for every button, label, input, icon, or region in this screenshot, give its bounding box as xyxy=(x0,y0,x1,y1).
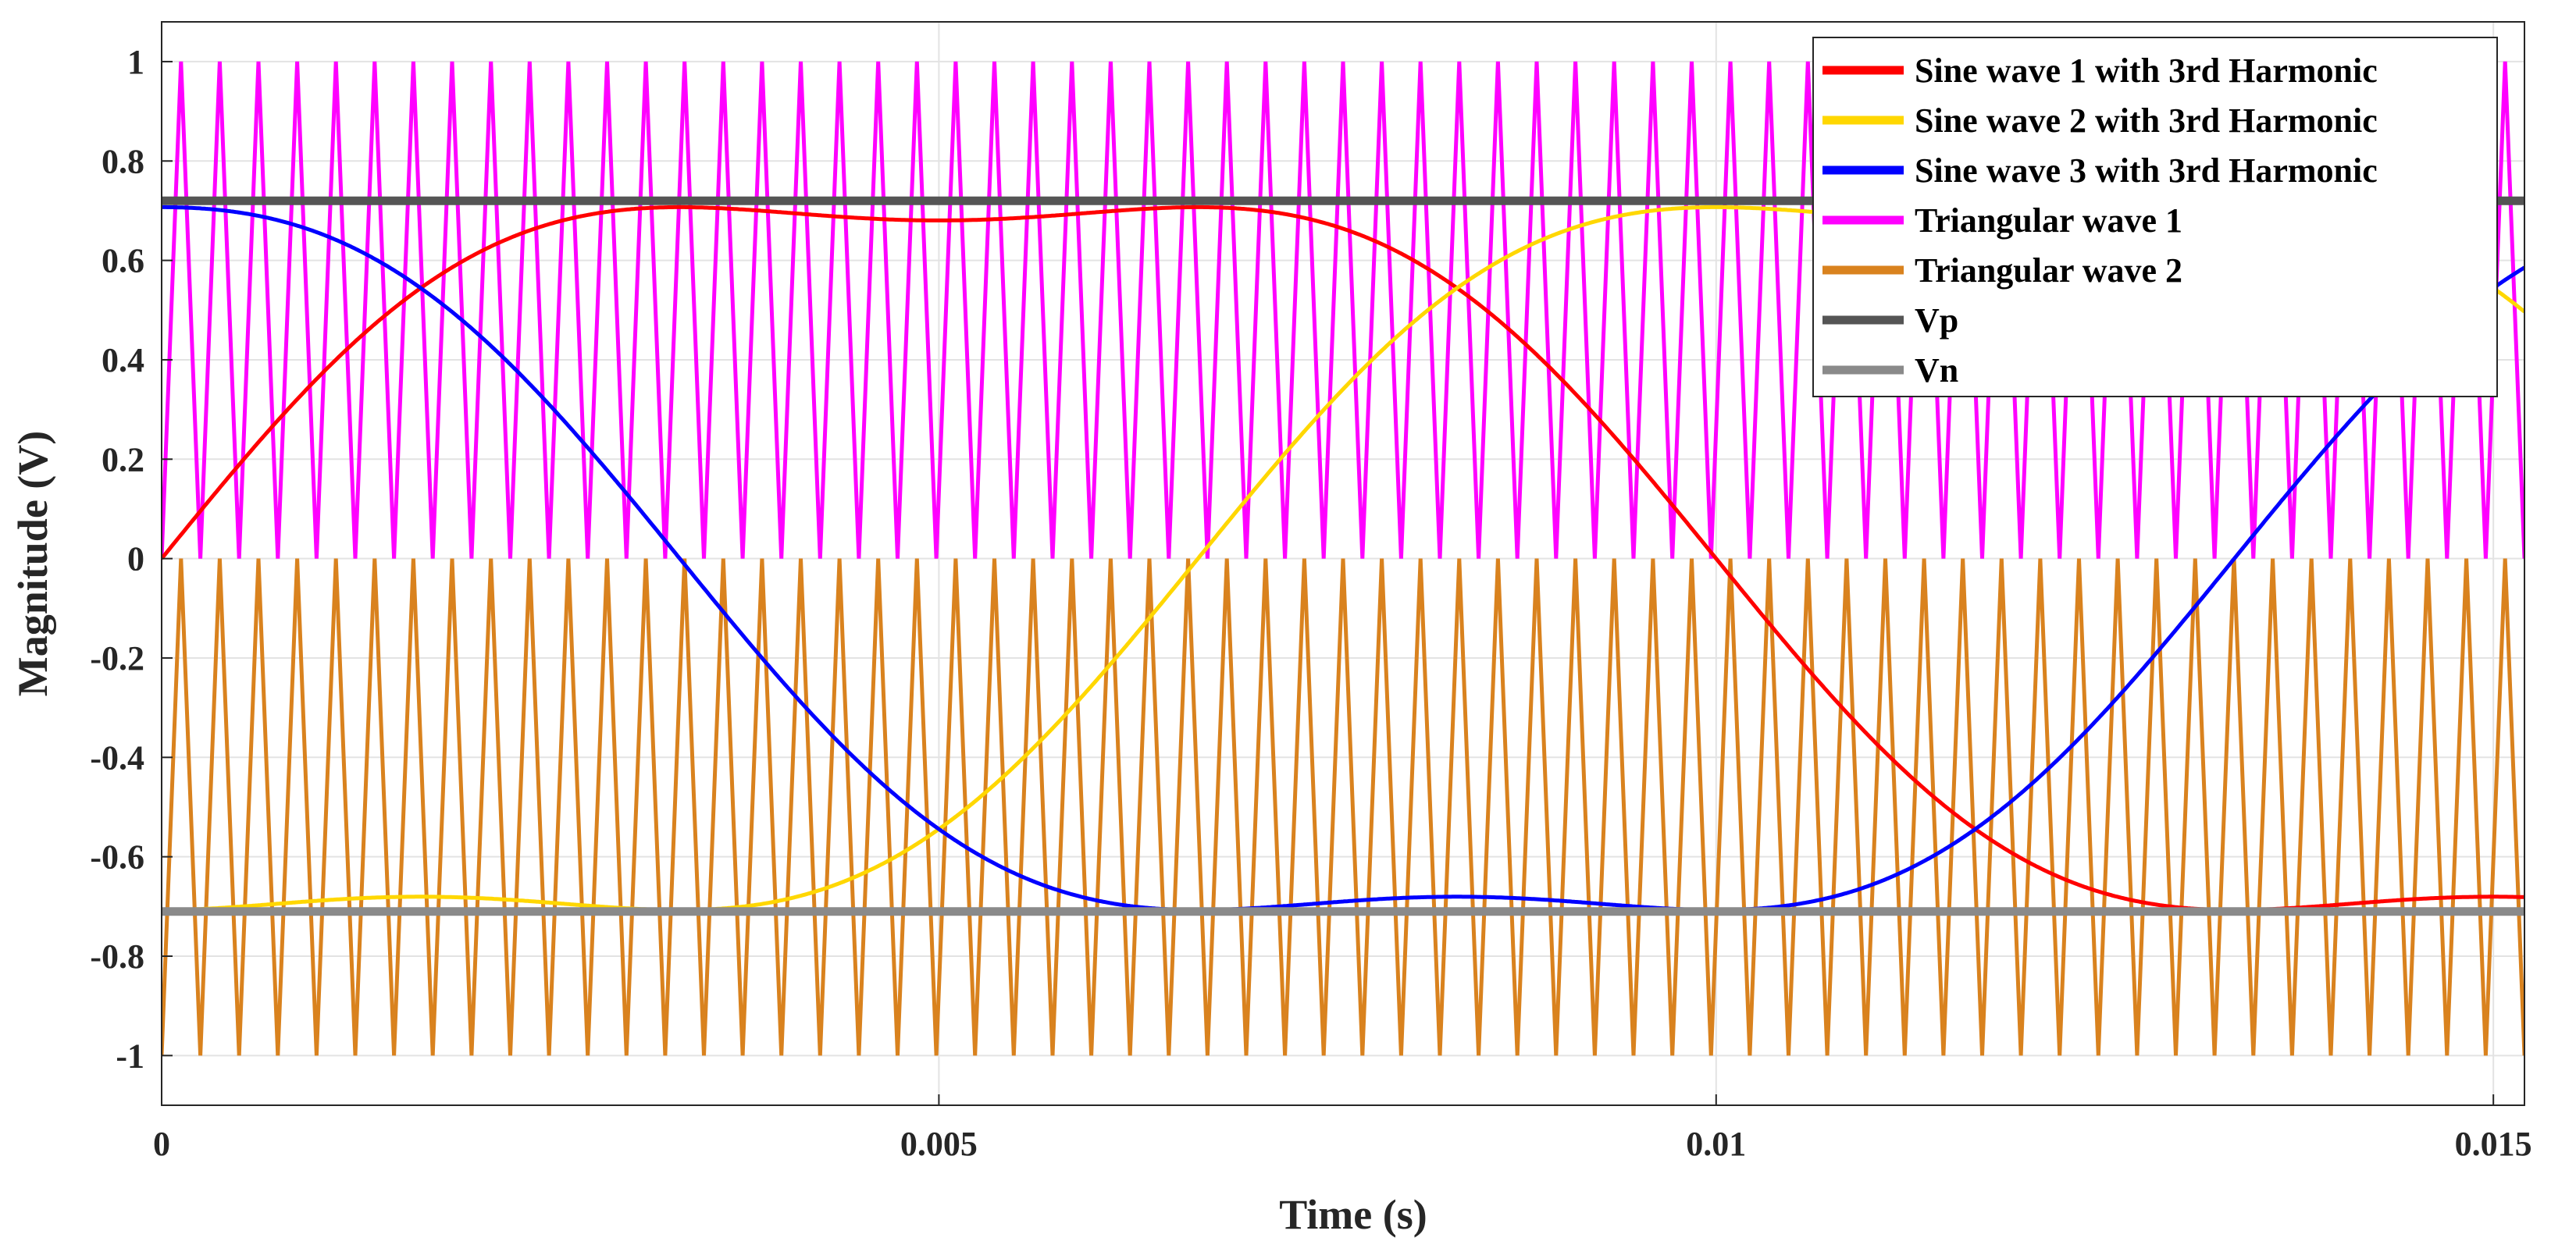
y-tick-label: 0.2 xyxy=(102,440,144,478)
series-triangular-wave-2 xyxy=(162,558,2524,1056)
series-sine-wave-1-with-3rd-harmonic xyxy=(162,205,2524,912)
y-tick-label: -1 xyxy=(116,1037,144,1075)
x-tick-label: 0 xyxy=(153,1125,170,1163)
legend-entry: Vp xyxy=(1915,301,1958,340)
axis-ticks: 1 0.8 0.6 0.4 0.2 0 -0.2 -0.4 -0.6 -0.8 -1 0 0.005 0.… xyxy=(90,43,2531,1163)
y-tick-label: 0 xyxy=(127,540,144,578)
plot-frame xyxy=(161,21,2525,1106)
legend-entry: Sine wave 3 with 3rd Harmonic xyxy=(1915,151,2378,190)
legend-box xyxy=(1812,37,2498,397)
series-sine-wave-3-with-3rd-harmonic xyxy=(162,205,2524,912)
y-tick-label: 0.8 xyxy=(102,142,144,180)
y-axis-label: Magnitude (V) xyxy=(9,431,56,696)
y-tick-label: -0.2 xyxy=(90,639,144,678)
y-tick-label: 1 xyxy=(127,43,144,81)
legend: Sine wave 1 with 3rd Harmonic Sine wave 2… xyxy=(1812,37,2498,397)
x-tick-label: 0.005 xyxy=(900,1125,978,1163)
y-tick-label: -0.6 xyxy=(90,838,144,877)
y-tick-label: 0.6 xyxy=(102,242,144,280)
legend-entry: Vn xyxy=(1915,351,1958,389)
legend-entry: Triangular wave 1 xyxy=(1915,201,2182,240)
legend-entry: Triangular wave 2 xyxy=(1915,251,2182,290)
x-tick-label: 0.01 xyxy=(1686,1125,1746,1163)
y-tick-label: -0.4 xyxy=(90,738,144,777)
legend-entry: Sine wave 1 with 3rd Harmonic xyxy=(1915,52,2378,90)
y-tick-label: 0.4 xyxy=(102,341,144,379)
y-tick-label: -0.8 xyxy=(90,937,144,976)
x-tick-label: 0.015 xyxy=(2455,1125,2532,1163)
series-triangular-wave-1 xyxy=(162,61,2524,559)
legend-entry: Sine wave 2 with 3rd Harmonic xyxy=(1915,101,2378,140)
x-axis-label: Time (s) xyxy=(1279,1191,1427,1238)
